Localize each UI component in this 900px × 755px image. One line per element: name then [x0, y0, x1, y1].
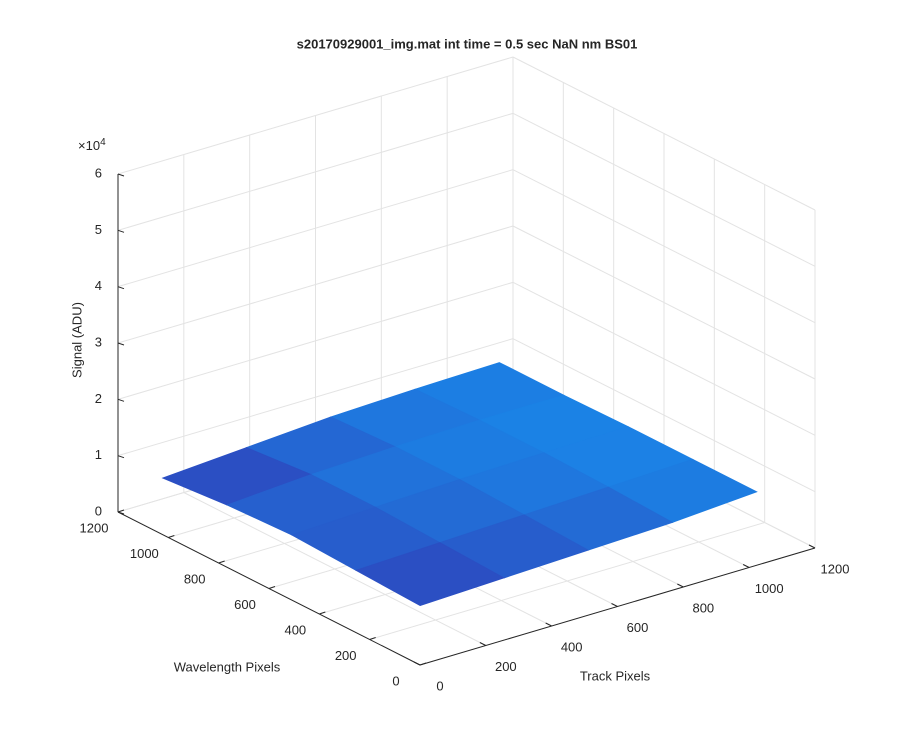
x-tick-label: 200	[495, 659, 517, 674]
chart-title: s20170929001_img.mat int time = 0.5 sec …	[297, 36, 638, 51]
y-tick	[369, 637, 376, 640]
z-tick	[117, 342, 125, 346]
x-tick	[611, 603, 618, 607]
y-tick-label: 800	[184, 571, 206, 586]
z-grid-line	[117, 338, 514, 457]
z-grid-line	[512, 56, 816, 211]
surface-patch	[354, 542, 506, 607]
z-tick-label: 2	[95, 391, 102, 406]
y-tick-label: 1200	[80, 520, 109, 535]
x-tick	[742, 564, 750, 568]
y-tick	[268, 586, 276, 589]
z-tick	[117, 286, 125, 290]
y-tick	[419, 662, 427, 666]
x-tick	[479, 642, 487, 646]
z-grid-line	[512, 225, 816, 380]
x-tick-label: 600	[627, 620, 649, 635]
y-grid-line	[369, 522, 765, 640]
z-tick-label: 4	[95, 278, 102, 293]
x-tick-label: 800	[692, 600, 714, 615]
x-tick	[677, 583, 684, 588]
x-tick	[545, 622, 552, 627]
y-tick	[117, 509, 125, 513]
y-tick-label: 1000	[130, 546, 159, 561]
z-tick	[117, 511, 125, 515]
z-multiplier: ×104	[78, 137, 106, 154]
x-tick-label: 400	[561, 639, 583, 654]
z-tick-label: 5	[95, 222, 102, 237]
x-axis-label: Track Pixels	[580, 668, 651, 683]
z-tick-label: 3	[95, 334, 102, 349]
y-tick	[168, 535, 175, 538]
z-grid-line	[117, 112, 514, 231]
z-grid-line	[117, 169, 514, 288]
y-tick-label: 200	[335, 648, 357, 663]
x-tick	[808, 544, 816, 549]
z-grid-line	[512, 112, 816, 267]
z-grid-line	[117, 281, 514, 400]
z-tick	[117, 229, 125, 233]
z-grid-line	[512, 338, 816, 493]
z-multiplier-power: 4	[100, 137, 106, 148]
z-axis-label: Signal (ADU)	[69, 302, 84, 378]
y-tick-label: 600	[234, 597, 256, 612]
y-tick-label: 400	[284, 622, 306, 637]
z-tick	[117, 173, 125, 177]
y-tick-label: 0	[392, 673, 399, 688]
z-tick-label: 0	[95, 503, 102, 518]
z-tick	[117, 398, 125, 402]
x-tick-label: 0	[436, 678, 443, 693]
y-tick	[319, 611, 326, 615]
z-tick-label: 1	[95, 447, 102, 462]
x-tick	[413, 661, 421, 666]
z-grid-line	[117, 56, 514, 175]
x-tick-label: 1200	[821, 561, 850, 576]
z-grid-line	[512, 169, 816, 324]
z-grid-line	[512, 281, 816, 436]
z-multiplier-base: ×10	[78, 138, 100, 153]
x-tick-label: 1000	[755, 581, 784, 596]
y-tick	[218, 560, 225, 564]
z-grid-line	[117, 225, 514, 344]
y-axis-label: Wavelength Pixels	[174, 659, 281, 674]
z-tick	[117, 455, 125, 459]
z-tick-label: 6	[95, 165, 102, 180]
